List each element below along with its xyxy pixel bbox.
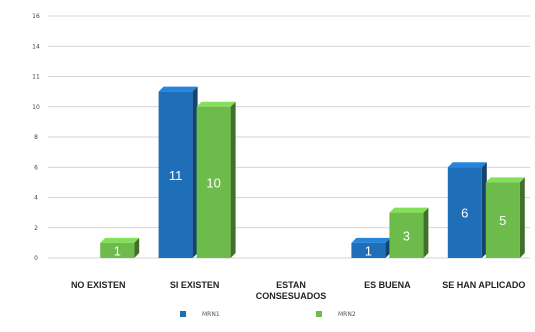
bar-top: [389, 207, 429, 213]
bar-top: [100, 237, 140, 243]
y-tick-label: 2: [34, 225, 38, 232]
bar-side: [423, 207, 429, 258]
bar-MRN2-1: 10: [196, 101, 236, 258]
x-category-label: ES BUENA: [364, 280, 411, 290]
data-label: 5: [499, 213, 506, 228]
y-tick-label: 0: [34, 255, 38, 262]
data-label: 6: [461, 206, 468, 221]
bar-front: [447, 167, 482, 258]
y-tick-label: 14: [32, 43, 40, 50]
bar-side: [134, 237, 140, 258]
bar-top: [158, 86, 198, 92]
bar-side: [481, 162, 487, 258]
bar-top: [351, 237, 391, 243]
data-label: 1: [365, 243, 372, 258]
y-tick-label: 11: [32, 74, 40, 81]
bar-front: [351, 242, 386, 258]
legend-label: MRN2: [338, 311, 356, 318]
y-tick-label: 10: [32, 104, 40, 111]
gridlines: [48, 15, 530, 259]
legend-label: MRN1: [202, 311, 220, 318]
y-tick-label: 4: [34, 195, 38, 202]
bar-MRN2-4: 5: [485, 177, 525, 258]
data-label: 3: [403, 228, 410, 243]
bar-front: [389, 212, 424, 258]
bar-front: [485, 182, 520, 258]
data-label: 10: [206, 175, 220, 190]
y-tick-label: 6: [34, 164, 38, 171]
x-category-label: SI EXISTEN: [170, 280, 220, 290]
legend: MRN1 MRN2: [180, 311, 356, 318]
bar-MRN2-0: 1: [100, 237, 140, 258]
bar-MRN1-1: 11: [158, 86, 198, 258]
bar-front: [196, 106, 231, 258]
bar-MRN2-3: 3: [389, 207, 429, 258]
bar-side: [519, 177, 525, 258]
bar-MRN1-4: 6: [447, 162, 487, 258]
data-label: 1: [114, 243, 121, 258]
bar-side: [230, 101, 236, 258]
y-axis-ticks: 0 2 4 6 8 10 11 14 16: [32, 13, 40, 262]
bar-side: [385, 237, 391, 258]
y-tick-label: 8: [34, 134, 38, 141]
y-tick-label: 16: [32, 13, 40, 20]
x-category-label: NO EXISTEN: [71, 280, 126, 290]
bar-front: [158, 91, 193, 258]
x-category-label: SE HAN APLICADO: [442, 280, 525, 290]
x-category-label: ESTAN: [276, 280, 306, 290]
bar-side: [192, 86, 198, 258]
bar-top: [196, 101, 236, 107]
data-label: 11: [169, 168, 183, 183]
legend-swatch: [180, 311, 186, 317]
x-category-label: CONSESUADOS: [256, 291, 327, 301]
bar-MRN1-3: 1: [351, 237, 391, 258]
bar-front: [100, 242, 135, 258]
bar-top: [447, 162, 487, 168]
legend-swatch: [316, 311, 322, 317]
bar-top: [485, 177, 525, 183]
